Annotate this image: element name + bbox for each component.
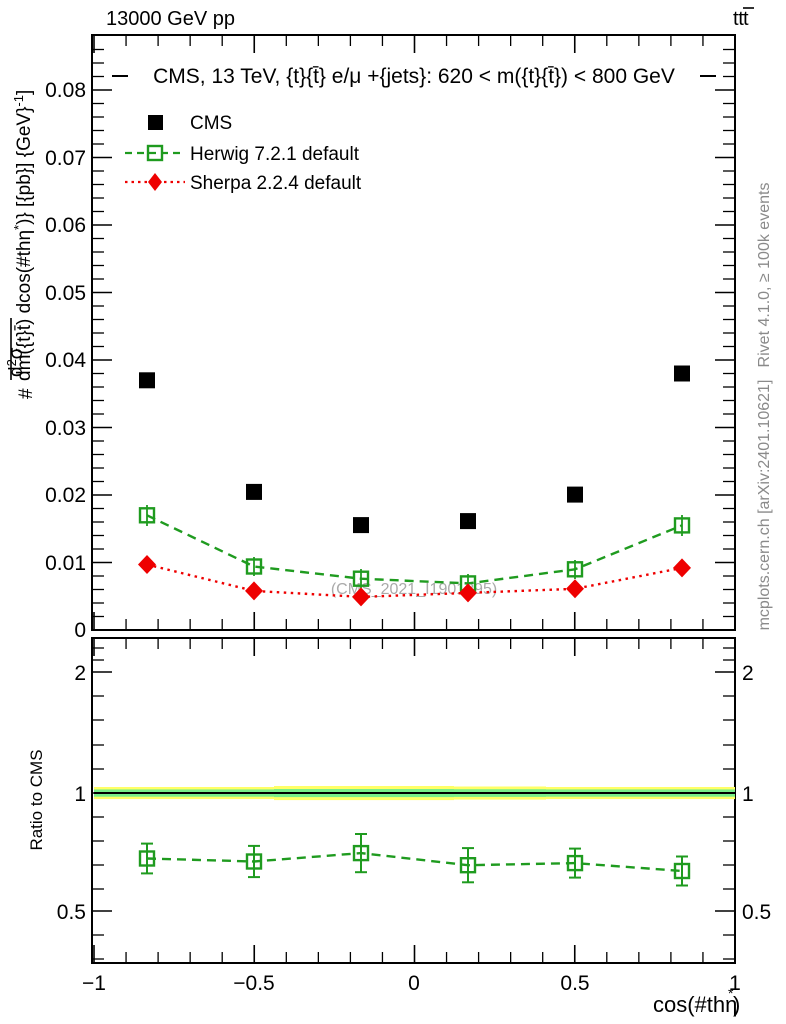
xtick-1: 1: [729, 972, 741, 995]
header-right-label: t: [738, 8, 744, 30]
series-herwig-main: [138, 505, 691, 593]
main-ylabel-visual: # d2σ dm({t}t̄) dcos(#thη*)} [{pb}] {GeV…: [4, 90, 37, 399]
legend-item-cms[interactable]: CMS: [148, 113, 232, 134]
main-ytick-0.07: 0.07: [45, 147, 86, 170]
main-ytick-0.03: 0.03: [45, 417, 86, 440]
main-ytick-0.08: 0.08: [45, 79, 86, 102]
herwig-ratio-line: [146, 851, 683, 873]
sherpa-main-markers: [138, 555, 691, 607]
ratio-panel-frame: [91, 637, 736, 964]
ratio-ytick-right-1: 1: [742, 783, 754, 806]
ratio-ytick-0.5: 0.5: [57, 901, 86, 924]
side-rivet-version: Rivet 4.1.0, ≥ 100k events: [756, 183, 773, 368]
sherpa-main-line: [146, 563, 683, 599]
main-plot-title: CMS, 13 TeV, {t}{t̄} e/μ +{jets}: 620 < …: [153, 65, 675, 88]
ratio-ylabel: Ratio to CMS: [27, 749, 46, 850]
main-ytick-0.01: 0.01: [45, 552, 86, 575]
ratio-uncertainty-bands: [94, 786, 735, 801]
svg-text:t: t: [738, 8, 744, 30]
main-ytick-0.04: 0.04: [45, 349, 86, 372]
main-ytick-0.06: 0.06: [45, 214, 86, 237]
xtick--0.5: −0.5: [233, 972, 274, 995]
series-sherpa-main: [138, 555, 691, 607]
legend-marker-filled-diamond: [148, 173, 162, 191]
herwig-main-markers: [138, 507, 691, 592]
series-herwig-ratio: [138, 833, 691, 887]
herwig-ratio-markers: [138, 844, 691, 880]
header-left-label: 13000 GeV pp: [106, 8, 235, 30]
header-ttbar-t1: t: [733, 8, 739, 30]
herwig-main-line: [146, 514, 683, 585]
ylabel-denominator: dm({t}t̄) dcos(#thη*)} [{pb}] {GeV}-1]: [11, 90, 35, 381]
xtick-0.5: 0.5: [560, 972, 589, 995]
legend-label-herwig: Herwig 7.2.1 default: [190, 144, 360, 165]
xtick-0: 0: [408, 972, 420, 995]
ratio-ytick-right-2: 2: [742, 662, 754, 685]
legend-item-sherpa[interactable]: Sherpa 2.2.4 default: [125, 173, 362, 194]
ylabel-hash: #: [16, 388, 37, 399]
legend-marker-filled-square: [148, 115, 163, 130]
main-ytick-0: 0: [74, 619, 86, 642]
ratio-x-ticks: [93, 638, 736, 963]
main-x-ticks: [93, 35, 736, 630]
header-ttbar-t2: t: [743, 8, 749, 30]
ratio-ytick-1: 1: [74, 783, 86, 806]
xaxis-label-star: *: [728, 985, 734, 1001]
herwig-main-errorbars: [146, 505, 683, 593]
ratio-ytick-right-0.5: 0.5: [742, 901, 771, 924]
legend-marker-open-square: [146, 144, 164, 162]
side-mcplots-ref: mcplots.cern.ch [arXiv:2401.10621]: [756, 380, 773, 631]
herwig-ratio-errorbars: [141, 833, 688, 887]
legend-label-cms: CMS: [190, 113, 232, 134]
xaxis-label-close: ): [733, 992, 740, 1017]
ratio-y-ticks: [92, 647, 735, 960]
ratio-ytick-2: 2: [74, 662, 86, 685]
main-panel-frame: [91, 34, 736, 631]
main-ytick-0.05: 0.05: [45, 282, 86, 305]
legend-label-sherpa: Sherpa 2.2.4 default: [190, 173, 362, 194]
legend: CMS Herwig 7.2.1 default Sherpa 2.2.4 de…: [125, 113, 362, 194]
xaxis-label: cos(#thη * ): [653, 985, 740, 1017]
main-ytick-0.02: 0.02: [45, 484, 86, 507]
xaxis-label-main: cos(#thη: [653, 992, 737, 1017]
xtick--1: −1: [82, 972, 106, 995]
main-y-ticks: [92, 48, 735, 631]
legend-item-herwig[interactable]: Herwig 7.2.1 default: [125, 144, 360, 165]
series-cms-main-markers: [139, 365, 690, 534]
analysis-watermark: (CMS_2021_I1901295): [331, 581, 497, 598]
